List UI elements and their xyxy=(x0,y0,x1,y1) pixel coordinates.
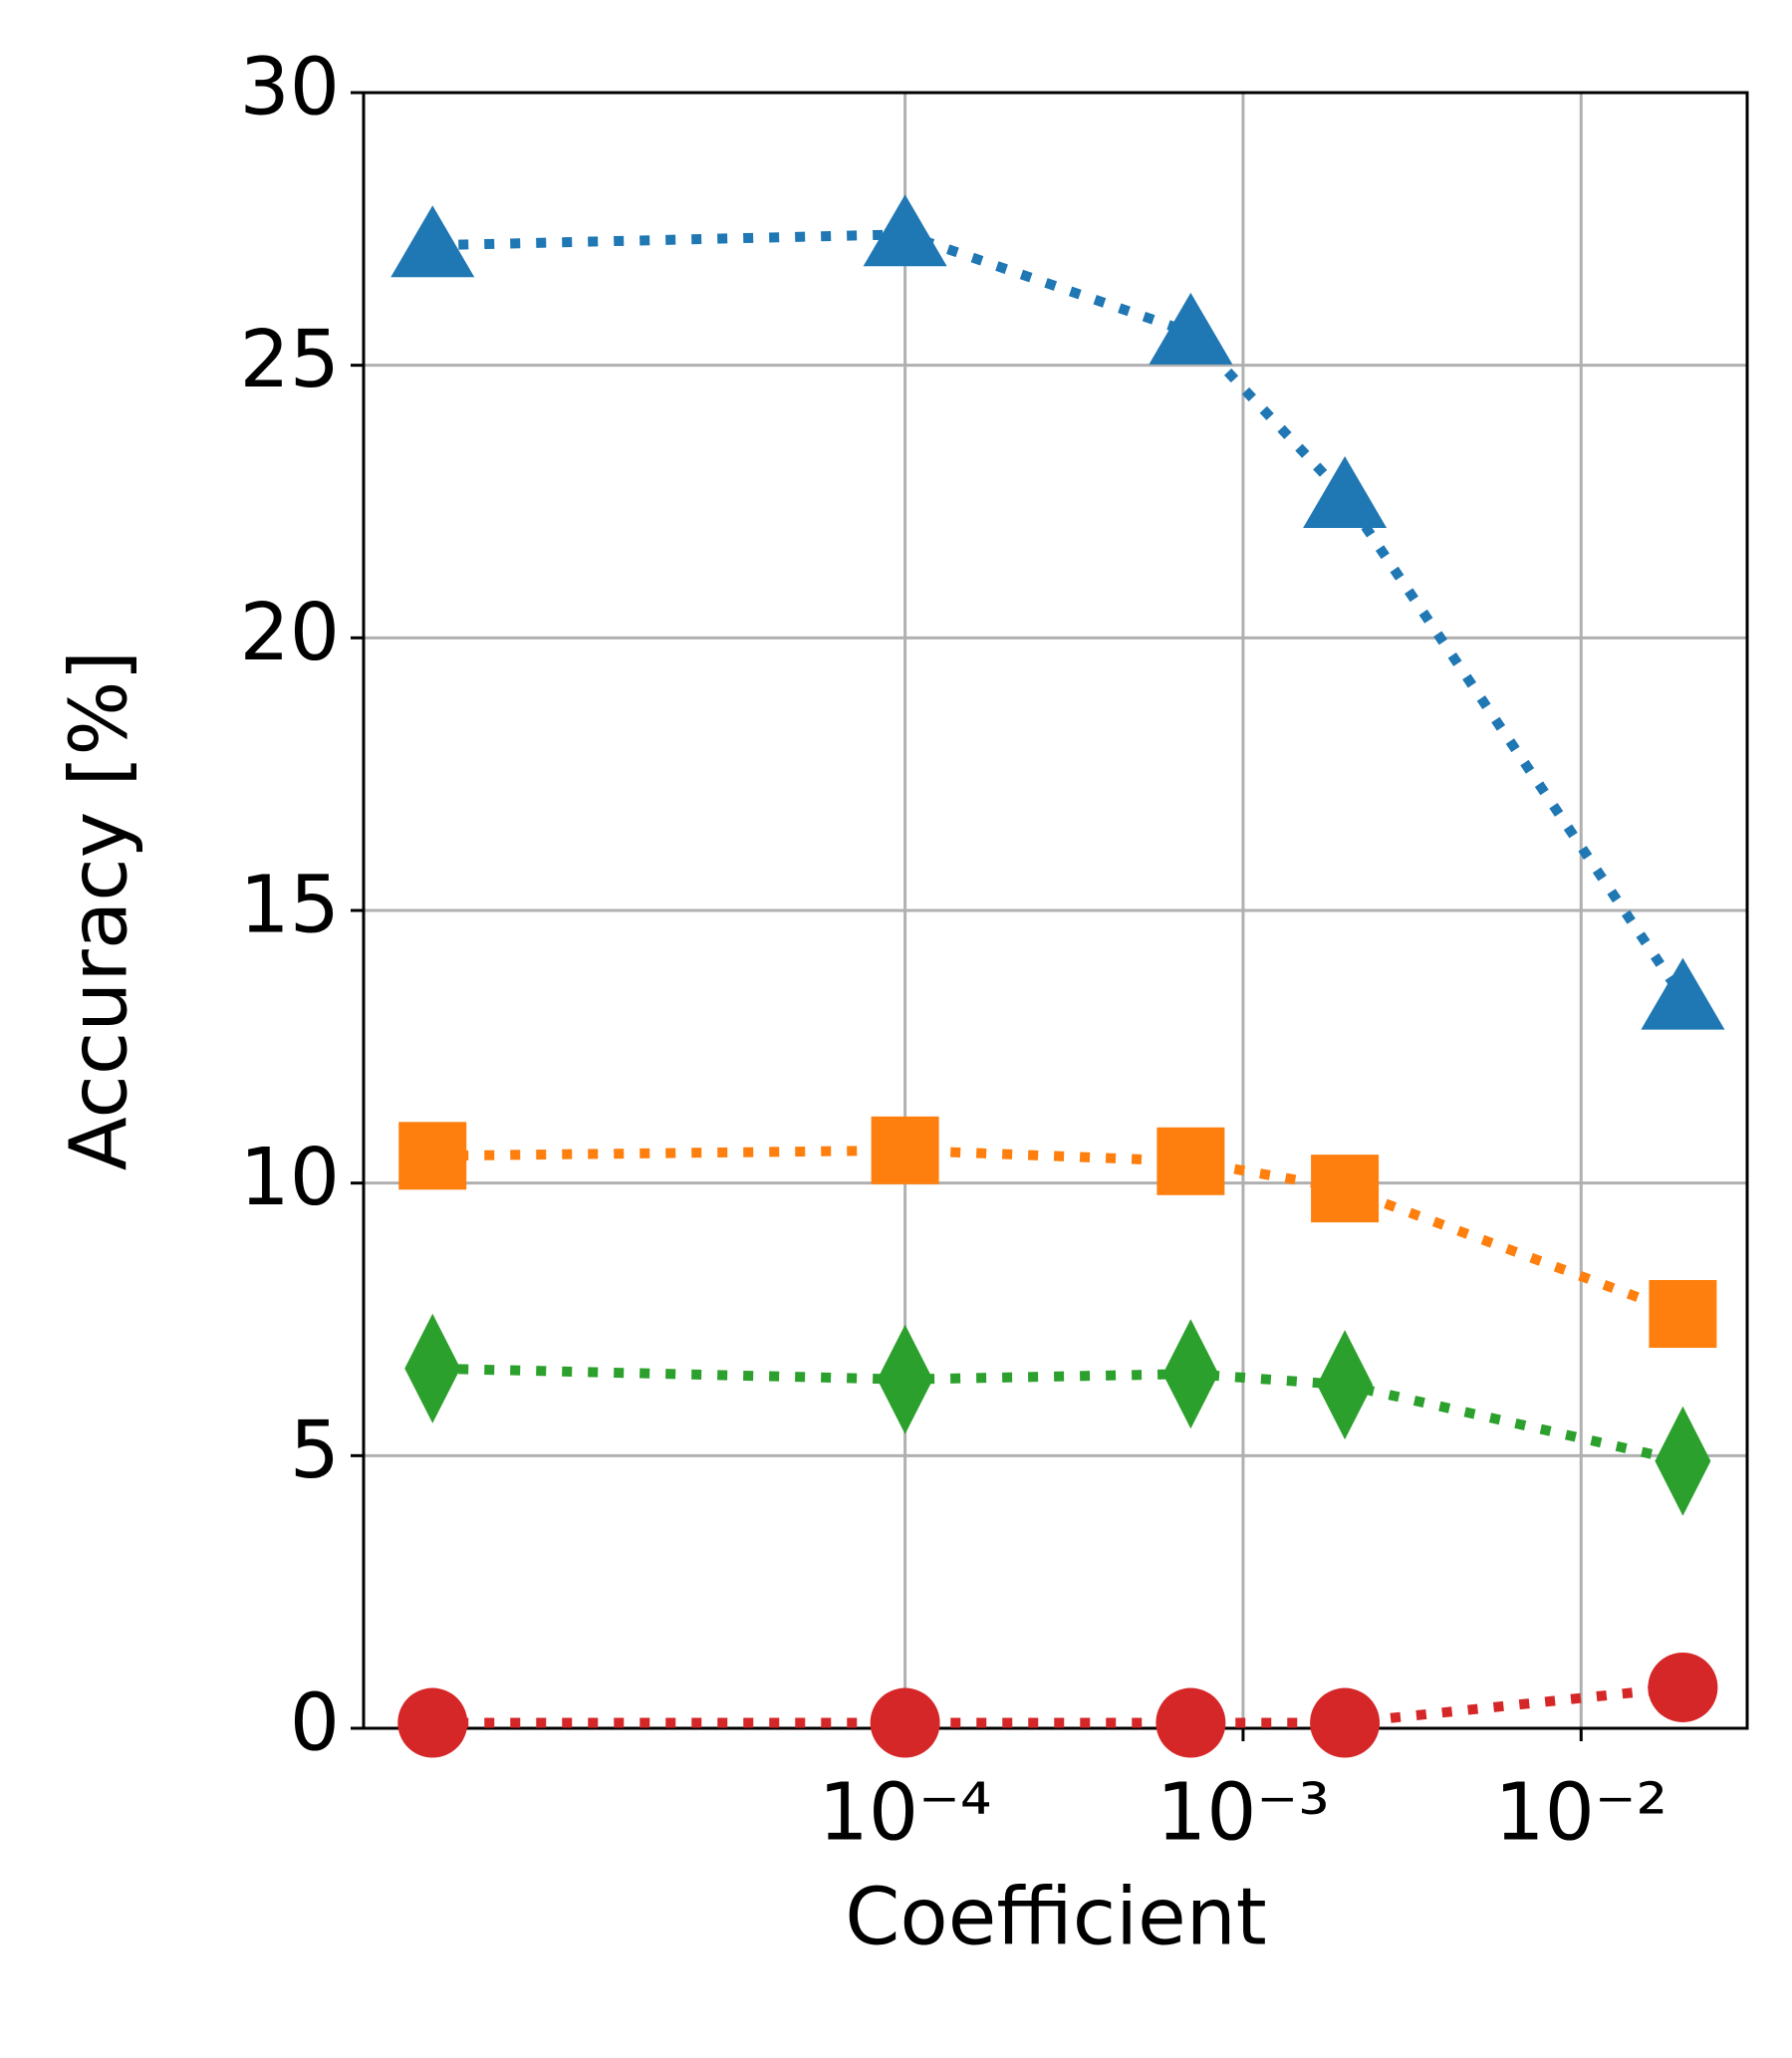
marker xyxy=(1317,1330,1374,1440)
x-tick-label: 10⁻³ xyxy=(1156,1766,1330,1858)
marker xyxy=(390,205,475,278)
marker xyxy=(871,1116,939,1184)
marker xyxy=(1649,1280,1717,1349)
marker xyxy=(1155,1687,1226,1758)
marker xyxy=(1303,456,1388,529)
marker xyxy=(398,1122,467,1190)
marker xyxy=(870,1687,940,1758)
y-tick-label: 20 xyxy=(239,587,340,678)
marker xyxy=(404,1313,461,1423)
series-line xyxy=(432,1681,1683,1728)
marker xyxy=(877,1324,933,1434)
marker xyxy=(1648,1652,1718,1722)
marker xyxy=(1162,1319,1219,1429)
plot-frame xyxy=(362,91,1749,1730)
marker xyxy=(1149,292,1233,365)
y-axis-label: Accuracy [%] xyxy=(53,650,144,1171)
marker xyxy=(1655,1406,1711,1516)
series-line xyxy=(432,1363,1684,1466)
series-line xyxy=(432,229,1687,1001)
series-line xyxy=(432,1145,1685,1319)
y-tick-label: 0 xyxy=(290,1676,340,1768)
marker xyxy=(1156,1127,1225,1195)
y-tick-label: 25 xyxy=(239,314,340,405)
y-tick-label: 10 xyxy=(239,1132,340,1223)
x-axis-label: Coefficient xyxy=(845,1871,1267,1962)
marker xyxy=(1311,1155,1380,1223)
y-tick-label: 15 xyxy=(239,859,340,950)
y-tick-label: 30 xyxy=(239,41,340,132)
marker xyxy=(397,1687,468,1758)
x-tick-label: 10⁻⁴ xyxy=(819,1766,992,1858)
marker xyxy=(1641,957,1725,1030)
marker xyxy=(863,194,947,267)
y-tick-label: 5 xyxy=(290,1405,340,1496)
x-tick-label: 10⁻² xyxy=(1494,1766,1667,1858)
marker xyxy=(1310,1687,1381,1758)
